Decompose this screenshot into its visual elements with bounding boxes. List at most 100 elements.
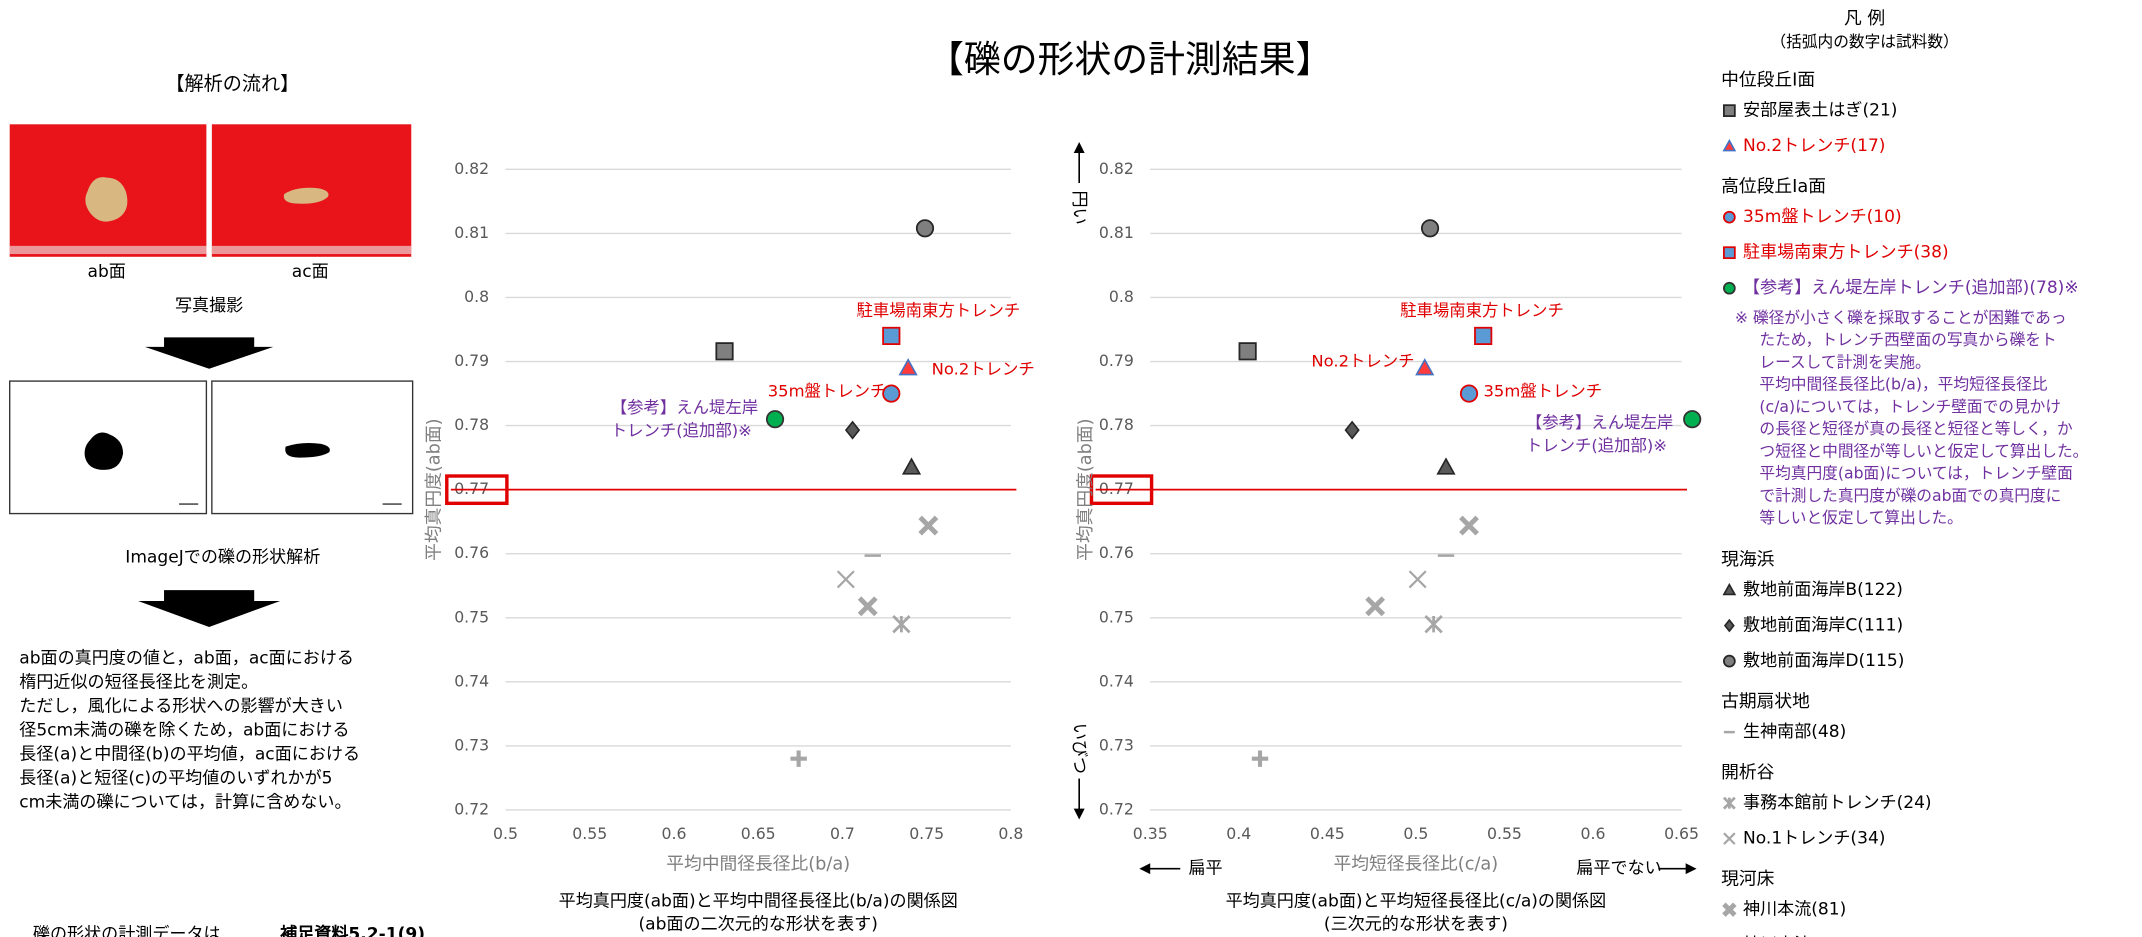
y-tick-label: 0.76 xyxy=(454,543,489,562)
legend-group: 開析谷 xyxy=(1721,762,1775,783)
scatter-point xyxy=(898,358,918,376)
y-tick-label: 0.76 xyxy=(1099,543,1134,562)
description-line: ab面の真円度の値と，ab面，ac面における xyxy=(19,648,354,668)
scatter-point xyxy=(1420,219,1440,238)
direction-label: 円い xyxy=(1069,191,1089,225)
y-tick-label: 0.75 xyxy=(454,607,489,626)
legend-swatch xyxy=(1723,281,1736,295)
flow-step: ImageJでの礫の形状解析 xyxy=(125,547,320,567)
legend-subtitle: （括弧内の数字は試料数） xyxy=(1770,32,1958,51)
scatter-point xyxy=(1251,750,1269,767)
legend-swatch xyxy=(1722,902,1737,917)
y-tick-label: 0.78 xyxy=(454,415,489,434)
y-tick-label: 0.77 xyxy=(454,479,489,498)
scatter-point xyxy=(1683,410,1702,429)
flow-title: 【解析の流れ】 xyxy=(165,72,299,95)
x-tick-label: 0.55 xyxy=(1487,824,1522,843)
photo-scale xyxy=(9,245,207,255)
x-tick-label: 0.5 xyxy=(493,824,518,843)
direction-label: いびつ xyxy=(1069,723,1089,774)
legend-label: 【参考】えん堤左岸トレンチ(追加部)(78)※ xyxy=(1743,278,2079,298)
x-tick-label: 0.7 xyxy=(830,824,855,843)
scatter-point xyxy=(1474,326,1493,346)
y-tick-label: 0.78 xyxy=(1099,415,1134,434)
description: ab面の真円度の値と，ab面，ac面における楕円近似の短径長径比を測定。ただし，… xyxy=(19,648,360,812)
annotation: 【参考】えん堤左岸 xyxy=(1526,413,1673,432)
legend-note: ※ 礫径が小さく礫を採取することが困難であっ xyxy=(1735,308,2067,327)
y-tick-label: 0.8 xyxy=(1109,287,1134,306)
scatter-point xyxy=(892,615,911,634)
legend-label: 敷地前面海岸D(115) xyxy=(1743,651,1904,671)
legend-swatch xyxy=(1722,796,1736,810)
description-line: cm未満の礫については，計算に含めない。 xyxy=(19,793,351,813)
legend-label: No.2トレンチ(17) xyxy=(1743,136,1885,156)
description-line: 長径(a)と短径(c)の平均値のいずれかが5 xyxy=(19,769,332,789)
annotation: No.2トレンチ xyxy=(932,360,1035,379)
legend-title: 凡 例 xyxy=(1844,8,1885,29)
legend-note: 等しいと仮定して算出した。 xyxy=(1759,508,1962,527)
y-tick-label: 0.74 xyxy=(454,671,489,690)
legend-label: 神川支流(96) xyxy=(1743,935,1846,937)
legend-note: レースして計測を実施。 xyxy=(1759,352,1930,371)
y-tick-label: 0.72 xyxy=(1099,799,1134,818)
scatter-point xyxy=(1424,615,1443,634)
scatter-point xyxy=(915,219,935,238)
annotation: 【参考】えん堤左岸 xyxy=(611,398,758,417)
y-axis-title: 平均真円度(ab面) xyxy=(423,418,444,561)
y-tick-label: 0.81 xyxy=(454,223,489,242)
flow-arrow xyxy=(144,337,274,369)
legend-group: 現海浜 xyxy=(1721,549,1775,570)
legend-group: 中位段丘Ⅰ面 xyxy=(1721,70,1815,91)
scatter-point xyxy=(1459,515,1479,536)
y-tick-label: 0.82 xyxy=(454,159,489,178)
description-line: 楕円近似の短径長径比を測定。 xyxy=(19,672,258,692)
legend-swatch xyxy=(1723,210,1736,224)
legend-swatch xyxy=(1723,104,1736,117)
scatter-point xyxy=(1238,342,1257,361)
photo-label: ab面 xyxy=(88,262,126,282)
scatter-point xyxy=(882,326,901,346)
y-tick-label: 0.73 xyxy=(1099,735,1134,754)
x-axis-title: 平均中間径長径比(b/a) xyxy=(666,854,850,875)
flow-arrow xyxy=(138,590,281,627)
annotation: No.2トレンチ xyxy=(1311,351,1414,370)
x-tick-label: 0.45 xyxy=(1310,824,1345,843)
legend-label: 駐車場南東方トレンチ(38) xyxy=(1743,243,1949,263)
annotation: トレンチ(追加部)※ xyxy=(611,421,752,440)
legend-group: 古期扇状地 xyxy=(1721,691,1810,712)
x-tick-label: 0.55 xyxy=(572,824,607,843)
scatter-point xyxy=(715,342,734,361)
flow-step: 写真撮影 xyxy=(175,296,243,316)
legend-label: 35m盤トレンチ(10) xyxy=(1743,207,1902,227)
y-tick-label: 0.82 xyxy=(1099,159,1134,178)
x-tick-label: 0.35 xyxy=(1133,824,1168,843)
caption: 平均真円度(ab面)と平均中間径長径比(b/a)の関係図 xyxy=(559,891,958,911)
direction-arrowhead xyxy=(1139,863,1151,875)
legend-swatch xyxy=(1723,246,1736,260)
legend-note: (c/a)については，トレンチ壁面での見かけ xyxy=(1759,397,2061,416)
reference-highlight xyxy=(445,474,509,506)
binary-stone xyxy=(84,432,124,470)
annotation: 駐車場南東方トレンチ xyxy=(857,301,1021,320)
direction-arrowhead xyxy=(1073,808,1085,820)
reference-highlight xyxy=(1089,474,1154,506)
x-tick-label: 0.75 xyxy=(909,824,944,843)
annotation: トレンチ(追加部)※ xyxy=(1526,436,1667,455)
scatter-point xyxy=(790,750,807,767)
scatter-point xyxy=(918,515,939,536)
annotation: 駐車場南東方トレンチ xyxy=(1400,301,1564,320)
direction-label: 扁平 xyxy=(1188,859,1222,879)
legend-label: 敷地前面海岸B(122) xyxy=(1743,580,1903,600)
scatter-point xyxy=(882,384,901,403)
y-tick-label: 0.81 xyxy=(1099,223,1134,242)
caption: 平均真円度(ab面)と平均短径長径比(c/a)の関係図 xyxy=(1226,891,1607,911)
legend-swatch xyxy=(1722,582,1737,596)
scatter-point xyxy=(1436,457,1456,475)
scatter-point xyxy=(1365,596,1386,617)
direction-arrowhead xyxy=(1073,142,1085,153)
legend-note: たため，トレンチ西壁面の写真から礫をト xyxy=(1759,330,2056,349)
scatter-point xyxy=(1459,384,1479,403)
scatter-point xyxy=(844,420,861,440)
photo-label: ac面 xyxy=(292,262,329,282)
legend-swatch xyxy=(1723,618,1735,633)
